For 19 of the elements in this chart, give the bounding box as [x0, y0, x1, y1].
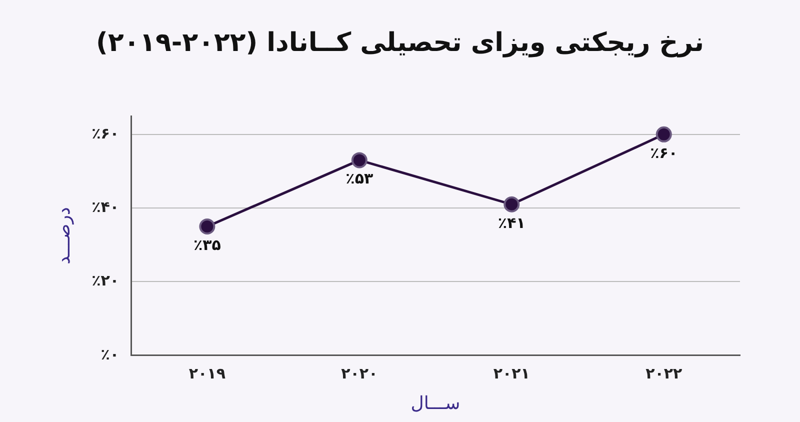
y-tick-label: ٪۲۰ — [92, 272, 120, 290]
x-tick-label: ۲۰۲۲ — [646, 364, 682, 382]
data-label: ٪۳۵ — [193, 236, 221, 254]
chart-title: نرخ ریجکتی ویزای تحصیلی کــانادا (۲۰۲۲-۲۰۱۹) — [95, 28, 705, 58]
point — [504, 196, 520, 212]
x-tick-label: ۲۰۱۹ — [188, 364, 226, 382]
data-label: ٪۵۳ — [346, 170, 374, 188]
x-tick-label: ۲۰۲۰ — [341, 364, 378, 382]
y-tick-label: ٪۴۰ — [92, 198, 120, 216]
point — [656, 126, 672, 142]
x-axis-title: ســـال — [410, 392, 460, 414]
data-label: ٪۴۱ — [498, 214, 526, 232]
y-axis-title: درصـــد — [53, 207, 74, 264]
point — [199, 218, 216, 234]
data-label: ٪۶۰ — [650, 144, 678, 162]
point — [351, 152, 368, 168]
x-tick-label: ۲۰۲۱ — [493, 364, 530, 382]
y-tick-label: ٪۶۰ — [92, 124, 120, 142]
y-tick-label: ٪۰ — [100, 345, 120, 364]
